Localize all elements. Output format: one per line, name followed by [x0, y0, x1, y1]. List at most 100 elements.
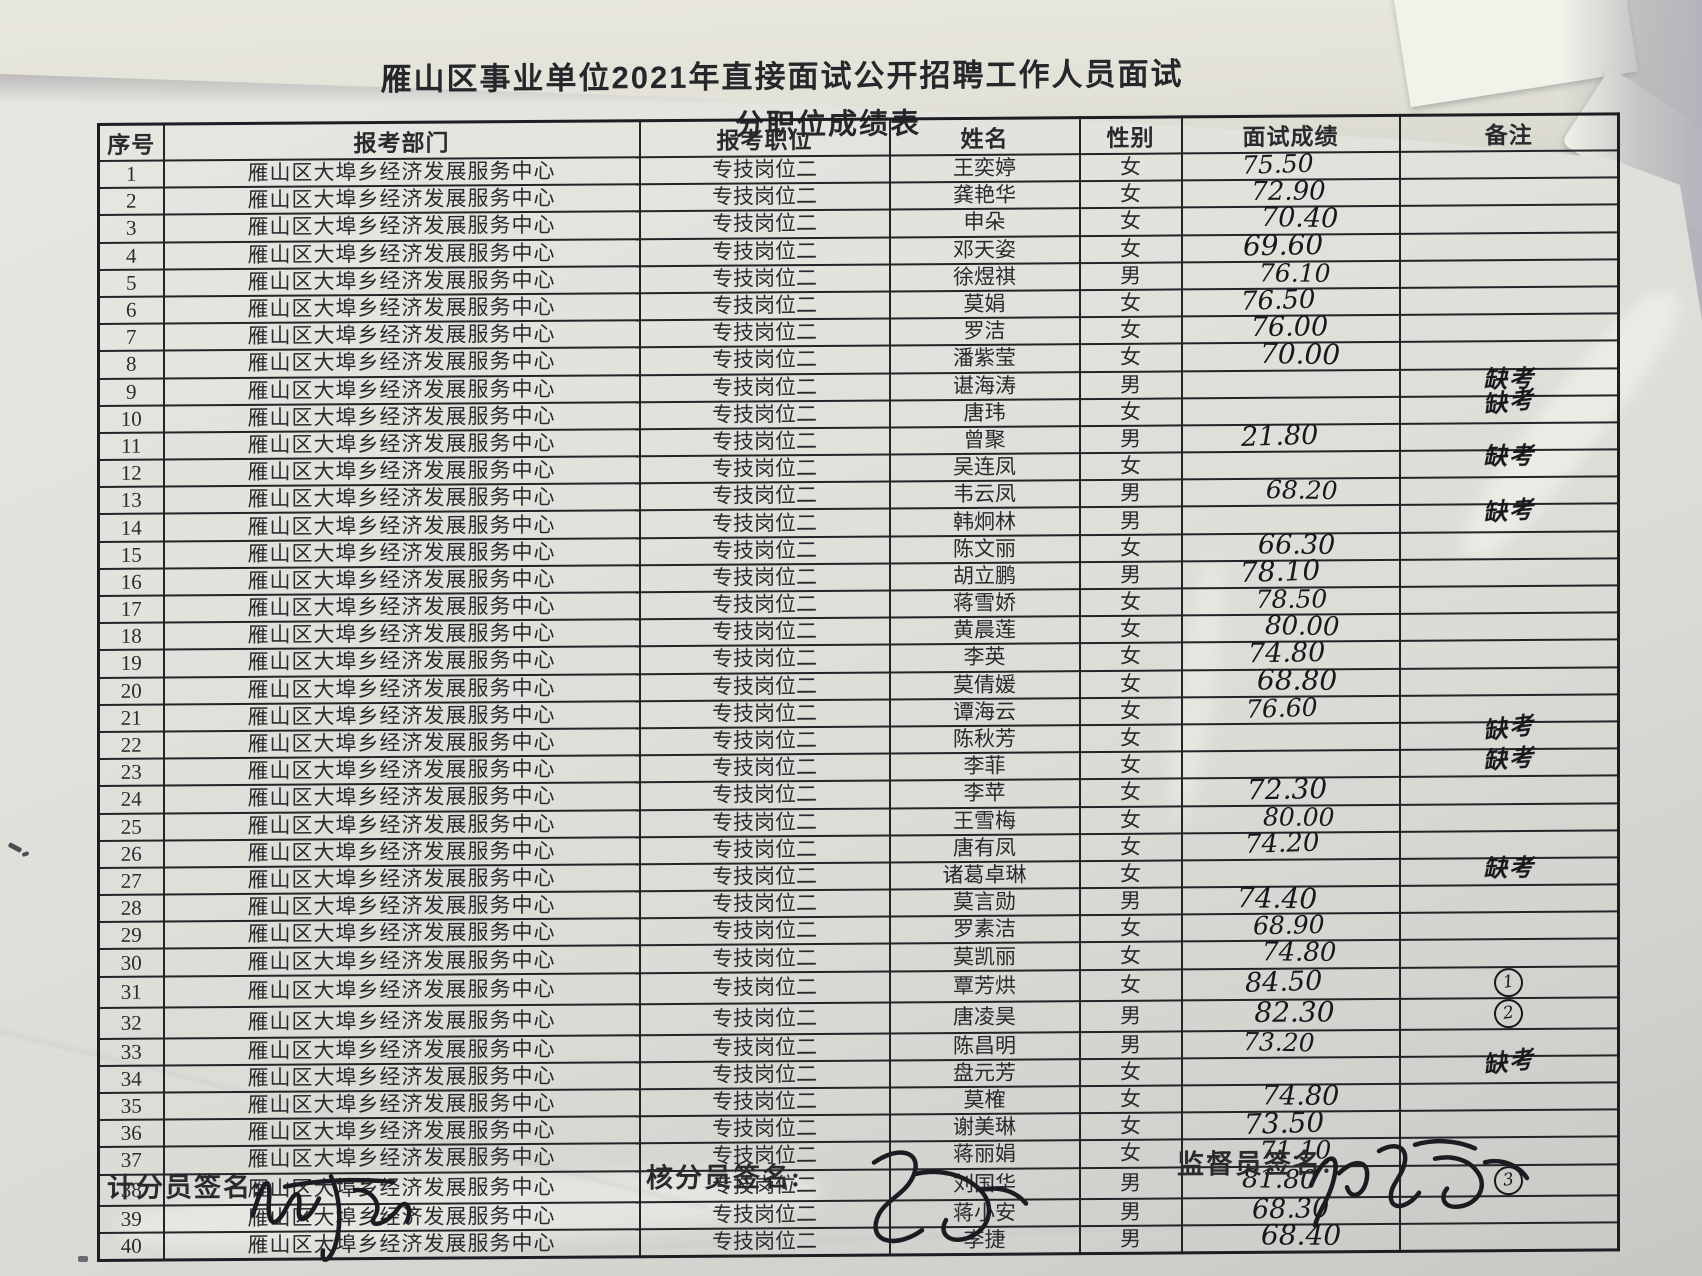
cell-pos: 专技岗位二 [639, 318, 890, 348]
absent-mark-handwritten: 缺考 [1482, 440, 1535, 471]
cell-name: 曾聚 [889, 426, 1080, 455]
cell-pos: 专技岗位二 [639, 155, 890, 185]
cell-dept: 雁山区大埠乡经济发展服务中心 [163, 809, 640, 841]
absent-mark-handwritten: 缺考 [1481, 383, 1537, 420]
cell-score: 74.20 [1181, 828, 1400, 861]
cell-no: 11 [98, 432, 164, 461]
handwritten-score: 78.10 [1240, 553, 1321, 590]
cell-remark [1399, 177, 1619, 207]
cell-remark: 缺考 [1399, 441, 1619, 479]
handwritten-score: 80.00 [1262, 802, 1335, 832]
handwritten-score: 84.50 [1244, 965, 1323, 999]
cell-name: 唐凌昊 [889, 1000, 1080, 1034]
cell-dept: 雁山区大埠乡经济发展服务中心 [163, 1034, 640, 1066]
handwritten-score: 76.50 [1240, 284, 1317, 317]
cell-no: 32 [98, 1007, 164, 1039]
cell-score: 74.80 [1181, 937, 1400, 970]
cell-dept: 雁山区大埠乡经济发展服务中心 [163, 374, 640, 406]
cell-remark [1399, 231, 1619, 261]
cell-pos: 专技岗位二 [639, 481, 890, 511]
cell-score: 70.00 [1181, 336, 1400, 372]
cell-dept: 雁山区大埠乡经济发展服务中心 [163, 238, 640, 270]
cell-remark [1399, 884, 1619, 914]
cell-remark [1399, 612, 1619, 642]
cell-dept: 雁山区大埠乡经济发展服务中心 [163, 293, 640, 324]
cell-remark: 缺考 [1399, 1044, 1619, 1084]
cell-remark: 1 [1399, 965, 1619, 999]
absent-mark-handwritten: 缺考 [1481, 709, 1537, 746]
cell-name: 谌海涛 [889, 371, 1080, 401]
cell-name: 黄晨莲 [889, 616, 1080, 645]
cell-dept: 雁山区大埠乡经济发展服务中心 [163, 320, 640, 351]
cell-pos: 专技岗位二 [639, 1033, 890, 1063]
cell-pos: 专技岗位二 [639, 889, 890, 919]
cell-pos: 专技岗位二 [639, 590, 890, 620]
cell-name: 申朵 [889, 208, 1080, 238]
cell-score: 21.80 [1181, 420, 1400, 453]
handwritten-score: 76.60 [1245, 692, 1318, 724]
cell-pos: 专技岗位二 [639, 753, 890, 783]
cell-no: 5 [98, 269, 164, 297]
cell-name: 陈文丽 [889, 534, 1080, 564]
cell-remark [1399, 259, 1619, 288]
cell-score [1181, 722, 1400, 752]
cell-score: 73.20 [1181, 1026, 1400, 1059]
cell-dept: 雁山区大埠乡经济发展服务中心 [163, 184, 640, 215]
cell-remark [1399, 150, 1619, 180]
cell-no: 10 [98, 405, 164, 433]
cell-name: 龚艳华 [889, 181, 1080, 210]
cell-dept: 雁山区大埠乡经济发展服务中心 [163, 728, 640, 759]
cell-gender: 女 [1079, 452, 1182, 481]
scorer-signature-scribble [250, 1174, 412, 1262]
cell-name: 莫娟 [889, 290, 1080, 319]
cell-gender: 男 [1079, 1000, 1182, 1032]
ink-speck [78, 1256, 88, 1262]
cell-no: 36 [98, 1119, 164, 1148]
cell-dept: 雁山区大埠乡经济发展服务中心 [163, 483, 640, 514]
handwritten-score: 74.80 [1262, 937, 1337, 968]
cell-gender: 女 [1079, 615, 1182, 644]
signature-row: 计分员签名: 核分员签名: 监督员签名: [0, 1138, 1702, 1276]
cell-no: 29 [98, 921, 164, 950]
cell-no: 6 [98, 296, 164, 325]
score-table: 序号 报考部门 报考职位 姓名 性别 面试成绩 备注 1 雁山区大埠乡经济发展服务… [97, 112, 1620, 1262]
absent-mark-handwritten: 缺考 [1481, 742, 1536, 776]
handwritten-score: 76.10 [1258, 258, 1331, 288]
cell-remark [1399, 313, 1619, 343]
handwritten-score: 70.00 [1260, 336, 1341, 372]
checker-signature-label: 核分员签名: [646, 1162, 802, 1194]
cell-dept: 雁山区大埠乡经济发展服务中心 [163, 782, 640, 814]
handwritten-score: 70.40 [1260, 202, 1339, 235]
cell-no: 8 [98, 350, 164, 379]
cell-pos: 专技岗位二 [639, 400, 890, 430]
cell-no: 20 [98, 677, 164, 705]
cell-no: 13 [98, 486, 164, 515]
cell-name: 胡立鹏 [889, 561, 1080, 591]
rank-circle-mark: 2 [1492, 996, 1526, 1030]
cell-no: 22 [98, 731, 164, 760]
cell-pos: 专技岗位二 [639, 644, 890, 674]
cell-gender: 男 [1079, 887, 1182, 916]
supervisor-signature-scribble [1308, 1138, 1530, 1228]
cell-gender: 男 [1079, 370, 1182, 399]
cell-remark [1399, 585, 1619, 615]
cell-remark: 2 [1399, 996, 1619, 1030]
cell-gender: 女 [1079, 805, 1182, 834]
cell-name: 陈秋芳 [889, 725, 1080, 754]
cell-remark [1399, 639, 1619, 669]
cell-gender: 女 [1079, 234, 1182, 263]
cell-pos: 专技岗位二 [639, 345, 890, 375]
cell-pos: 专技岗位二 [639, 563, 890, 593]
cell-no: 18 [98, 622, 164, 651]
cell-dept: 雁山区大埠乡经济发展服务中心 [163, 1116, 640, 1147]
cell-no: 35 [98, 1092, 164, 1121]
cell-no: 21 [98, 704, 164, 732]
cell-gender: 女 [1079, 398, 1182, 427]
handwritten-score: 82.30 [1254, 995, 1335, 1030]
handwritten-score: 75.50 [1241, 148, 1314, 180]
header-name: 姓名 [889, 117, 1080, 156]
handwritten-score: 73.20 [1242, 1026, 1315, 1058]
title-line-1: 雁山区事业单位2021年直接面试公开招聘工作人员面试 [380, 56, 1184, 98]
